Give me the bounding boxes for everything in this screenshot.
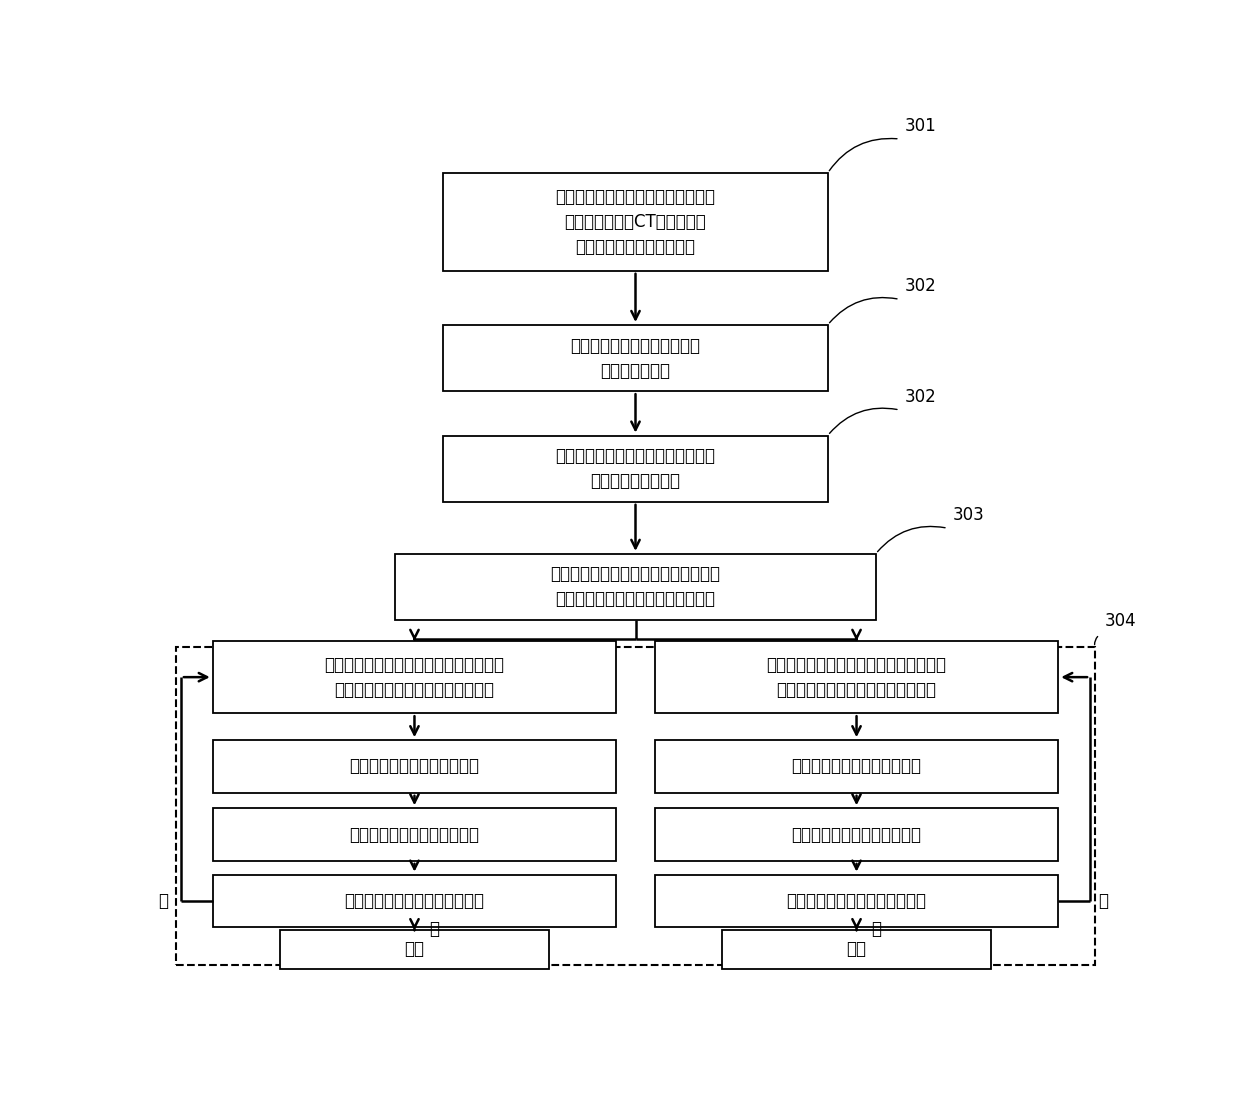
Text: 牙齿与牙槽骨组织区域中与种子点相
交的区域为牙齿区域: 牙齿与牙槽骨组织区域中与种子点相 交的区域为牙齿区域 <box>556 448 715 491</box>
Text: 结束: 结束 <box>404 940 424 958</box>
Text: 采用水平集算法进行迭代分割: 采用水平集算法进行迭代分割 <box>791 758 921 776</box>
FancyBboxPatch shape <box>722 930 991 969</box>
FancyArrowPatch shape <box>830 408 897 433</box>
FancyBboxPatch shape <box>213 740 616 793</box>
Text: 得到当前切片的牙齿分割轮廓: 得到当前切片的牙齿分割轮廓 <box>791 825 921 843</box>
FancyArrowPatch shape <box>830 138 897 171</box>
FancyBboxPatch shape <box>213 874 616 927</box>
FancyBboxPatch shape <box>655 641 1058 714</box>
Text: 是: 是 <box>429 919 439 938</box>
Text: 302: 302 <box>904 277 936 295</box>
Text: 分割得到的牙齿轮廓是否为空集: 分割得到的牙齿轮廓是否为空集 <box>345 892 485 909</box>
Text: 否: 否 <box>159 892 169 909</box>
FancyArrowPatch shape <box>878 526 945 551</box>
FancyBboxPatch shape <box>444 435 828 502</box>
Text: 304: 304 <box>1105 612 1136 630</box>
Text: 在各牙齿区域内分别选择一个
像素作为种子点: 在各牙齿区域内分别选择一个 像素作为种子点 <box>570 337 701 380</box>
FancyBboxPatch shape <box>655 874 1058 927</box>
Text: 分割得到的牙齿轮廓是否为空集: 分割得到的牙齿轮廓是否为空集 <box>786 892 926 909</box>
Text: 采用水平集算法进行迭代分割: 采用水平集算法进行迭代分割 <box>350 758 480 776</box>
FancyBboxPatch shape <box>213 808 616 861</box>
Text: 301: 301 <box>904 117 936 135</box>
Text: 302: 302 <box>904 388 936 406</box>
Text: 结束: 结束 <box>847 940 867 958</box>
Text: 303: 303 <box>952 506 985 524</box>
Text: 以上一切片中分割出的各独立牙齿的二维
轮廓为当前切片中各牙齿的初始轮廓: 以上一切片中分割出的各独立牙齿的二维 轮廓为当前切片中各牙齿的初始轮廓 <box>766 655 946 698</box>
FancyArrowPatch shape <box>1095 636 1097 644</box>
Text: 是: 是 <box>870 919 880 938</box>
FancyBboxPatch shape <box>396 554 875 620</box>
FancyBboxPatch shape <box>280 930 549 969</box>
Text: 得到当前切片的牙齿分割轮廓: 得到当前切片的牙齿分割轮廓 <box>350 825 480 843</box>
FancyBboxPatch shape <box>213 641 616 714</box>
Text: 在已提取出待分割牙颌牙齿与牙槽骨
组织区域的三维CT图像切片中
，选择一张切片为初始切片: 在已提取出待分割牙颌牙齿与牙槽骨 组织区域的三维CT图像切片中 ，选择一张切片为… <box>556 188 715 256</box>
FancyBboxPatch shape <box>444 173 828 271</box>
Text: 以上一切片中分割出的各独立牙齿的二维
轮廓为当前切片中各牙齿的初始轮廓: 以上一切片中分割出的各独立牙齿的二维 轮廓为当前切片中各牙齿的初始轮廓 <box>325 655 505 698</box>
FancyBboxPatch shape <box>444 325 828 391</box>
FancyBboxPatch shape <box>655 808 1058 861</box>
Text: 利用拉东变换获取相邻牙齿的分离线，
得到初始切片各独立牙齿的二维轮廓: 利用拉东变换获取相邻牙齿的分离线， 得到初始切片各独立牙齿的二维轮廓 <box>551 566 720 609</box>
Text: 否: 否 <box>1097 892 1107 909</box>
FancyArrowPatch shape <box>830 297 897 323</box>
FancyBboxPatch shape <box>655 740 1058 793</box>
